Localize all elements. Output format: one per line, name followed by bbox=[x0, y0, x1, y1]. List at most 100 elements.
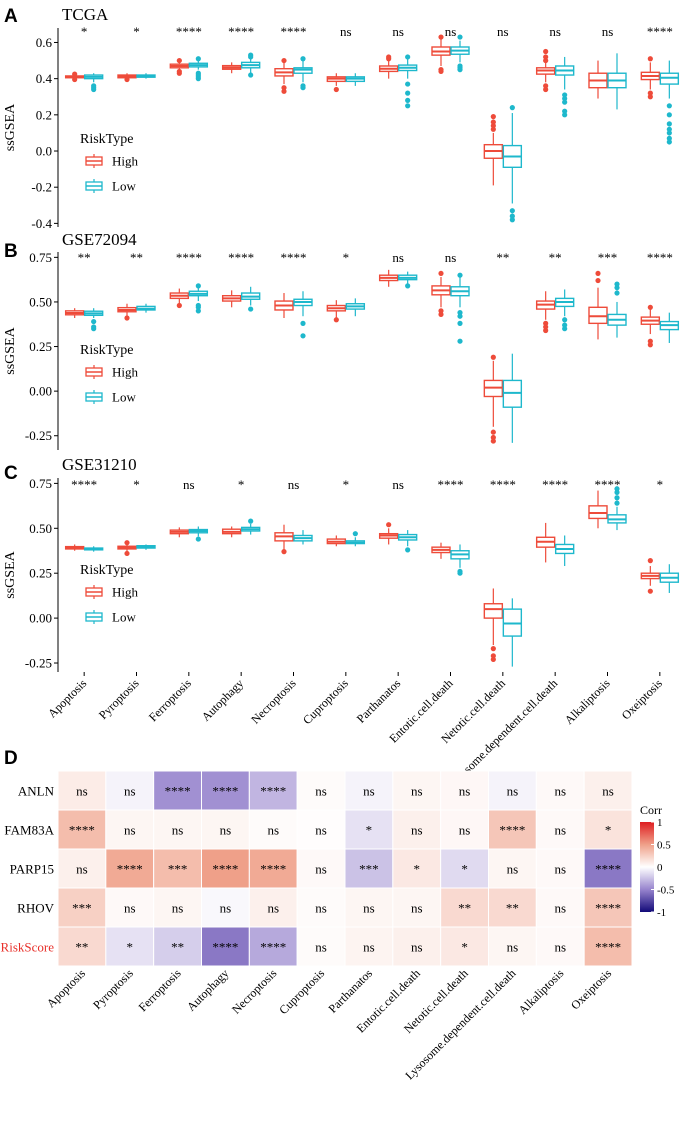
outlier-point bbox=[386, 522, 392, 528]
heatmap-cell bbox=[57, 926, 107, 967]
x-tick-label-alkaliptosis: Alkaliptosis bbox=[562, 676, 613, 727]
significance-label: * bbox=[343, 250, 350, 265]
box-high-apoptosis bbox=[64, 308, 85, 318]
box-high-oxeiptosis bbox=[640, 56, 661, 100]
significance-label: ** bbox=[78, 250, 91, 265]
heatmap-cell-label: ns bbox=[267, 823, 279, 838]
outlier-point bbox=[543, 327, 549, 334]
heatmap-col-label-parthanatos: Parthanatos bbox=[326, 966, 376, 1016]
box-high-parthanatos bbox=[378, 269, 399, 287]
heatmap-cell bbox=[440, 770, 489, 811]
significance-label: ns bbox=[602, 24, 614, 39]
panel-letter: C bbox=[4, 463, 18, 484]
outlier-point bbox=[124, 76, 130, 83]
significance-label: ns bbox=[392, 250, 404, 265]
box-low-parthanatos bbox=[397, 530, 418, 553]
outlier-point bbox=[457, 310, 463, 316]
box-low-entotic.cell.death bbox=[450, 544, 470, 576]
outlier-point bbox=[195, 308, 201, 314]
heatmap-cell bbox=[535, 848, 585, 889]
legend-item-high: High bbox=[112, 365, 139, 380]
heatmap-cell bbox=[248, 926, 298, 967]
legend-item-low: Low bbox=[112, 610, 136, 625]
box-low-autophagy bbox=[240, 286, 261, 312]
box-high-parthanatos bbox=[378, 522, 399, 545]
box-low-netotic.cell.death bbox=[502, 105, 523, 223]
outlier-point bbox=[666, 121, 672, 127]
outlier-point bbox=[490, 119, 496, 125]
box-high-lysosome.dependent.cell.death bbox=[535, 291, 556, 334]
box-low-oxeiptosis bbox=[659, 564, 680, 593]
outlier-point bbox=[490, 354, 496, 360]
box-low-entotic.cell.death bbox=[450, 34, 470, 73]
outlier-point bbox=[562, 99, 568, 105]
heatmap-cell bbox=[392, 887, 442, 928]
colorbar-tick-label: -0.5 bbox=[657, 885, 675, 897]
outlier-point bbox=[562, 317, 568, 323]
box-low-netotic.cell.death bbox=[502, 353, 523, 443]
outlier-point bbox=[457, 272, 463, 278]
heatmap-cell-label: ns bbox=[411, 784, 423, 799]
legend-item-low: Low bbox=[112, 179, 136, 194]
heatmap-cell-label: ns bbox=[315, 940, 327, 955]
heatmap-cell bbox=[201, 770, 250, 811]
box-high-pyroptosis bbox=[117, 540, 137, 557]
heatmap-cell-label: ns bbox=[554, 784, 566, 799]
box-high-autophagy bbox=[221, 526, 242, 538]
heatmap-cell-label: ns bbox=[554, 901, 566, 916]
heatmap-cell-label: ** bbox=[171, 940, 184, 955]
heatmap-cell-label: **** bbox=[260, 784, 286, 799]
outlier-point bbox=[405, 81, 411, 87]
outlier-point bbox=[543, 48, 549, 55]
heatmap-cell-label: * bbox=[366, 823, 373, 838]
significance-label: **** bbox=[176, 250, 202, 265]
heatmap-cell-label: ns bbox=[507, 862, 519, 877]
heatmap-cell-label: ns bbox=[315, 823, 327, 838]
heatmap-col-label-necroptosis: Necroptosis bbox=[229, 966, 280, 1017]
heatmap-cell bbox=[153, 887, 203, 928]
panel-title: GSE72094 bbox=[62, 230, 137, 249]
box-high-ferroptosis bbox=[169, 288, 190, 309]
box-low-parthanatos bbox=[397, 54, 418, 109]
box-low-apoptosis bbox=[83, 546, 104, 552]
y-axis-label: ssGSEA bbox=[3, 550, 18, 598]
outlier-point bbox=[614, 495, 620, 501]
outlier-point bbox=[562, 92, 568, 98]
significance-label: **** bbox=[281, 24, 307, 39]
heatmap-cell bbox=[344, 887, 394, 928]
heatmap-cell-label: **** bbox=[260, 940, 286, 955]
box-high-lysosome.dependent.cell.death bbox=[535, 48, 556, 93]
significance-label: * bbox=[133, 24, 140, 39]
panel-c: C GSE31210-0.250.000.250.500.75ssGSEA****… bbox=[3, 455, 680, 672]
heatmap-cell bbox=[535, 809, 585, 850]
box-high-lysosome.dependent.cell.death bbox=[535, 522, 556, 563]
legend-item-high: High bbox=[112, 154, 139, 169]
y-axis-label: ssGSEA bbox=[3, 326, 18, 374]
heatmap-cell bbox=[105, 770, 155, 811]
x-tick-label-apoptosis: Apoptosis bbox=[45, 676, 90, 721]
outlier-point bbox=[438, 34, 444, 40]
outlier-point bbox=[614, 500, 620, 506]
heatmap-cell bbox=[440, 848, 489, 889]
box-low-netotic.cell.death bbox=[502, 598, 523, 667]
heatmap-cell-label: ns bbox=[363, 901, 375, 916]
outlier-point bbox=[248, 518, 254, 524]
box-low-cuproptosis bbox=[345, 531, 366, 547]
x-tick-label-autophagy: Autophagy bbox=[199, 676, 247, 724]
significance-label: ** bbox=[549, 250, 562, 265]
heatmap-cell bbox=[105, 809, 155, 850]
box-high-cuproptosis bbox=[326, 73, 347, 93]
outlier-point bbox=[195, 76, 201, 82]
outlier-point bbox=[91, 86, 97, 93]
box-high-apoptosis bbox=[64, 544, 85, 551]
heatmap-cell bbox=[344, 848, 394, 889]
heatmap-cell-label: ns bbox=[124, 784, 136, 799]
heatmap-col-label-autophagy: Autophagy bbox=[184, 966, 232, 1014]
outlier-point bbox=[666, 112, 672, 118]
y-tick-label: 0.75 bbox=[29, 250, 52, 265]
outlier-point bbox=[457, 313, 463, 319]
outlier-point bbox=[248, 306, 254, 312]
significance-label: ns bbox=[445, 250, 457, 265]
heatmap-cell bbox=[201, 848, 250, 889]
significance-label: ns bbox=[392, 24, 404, 39]
